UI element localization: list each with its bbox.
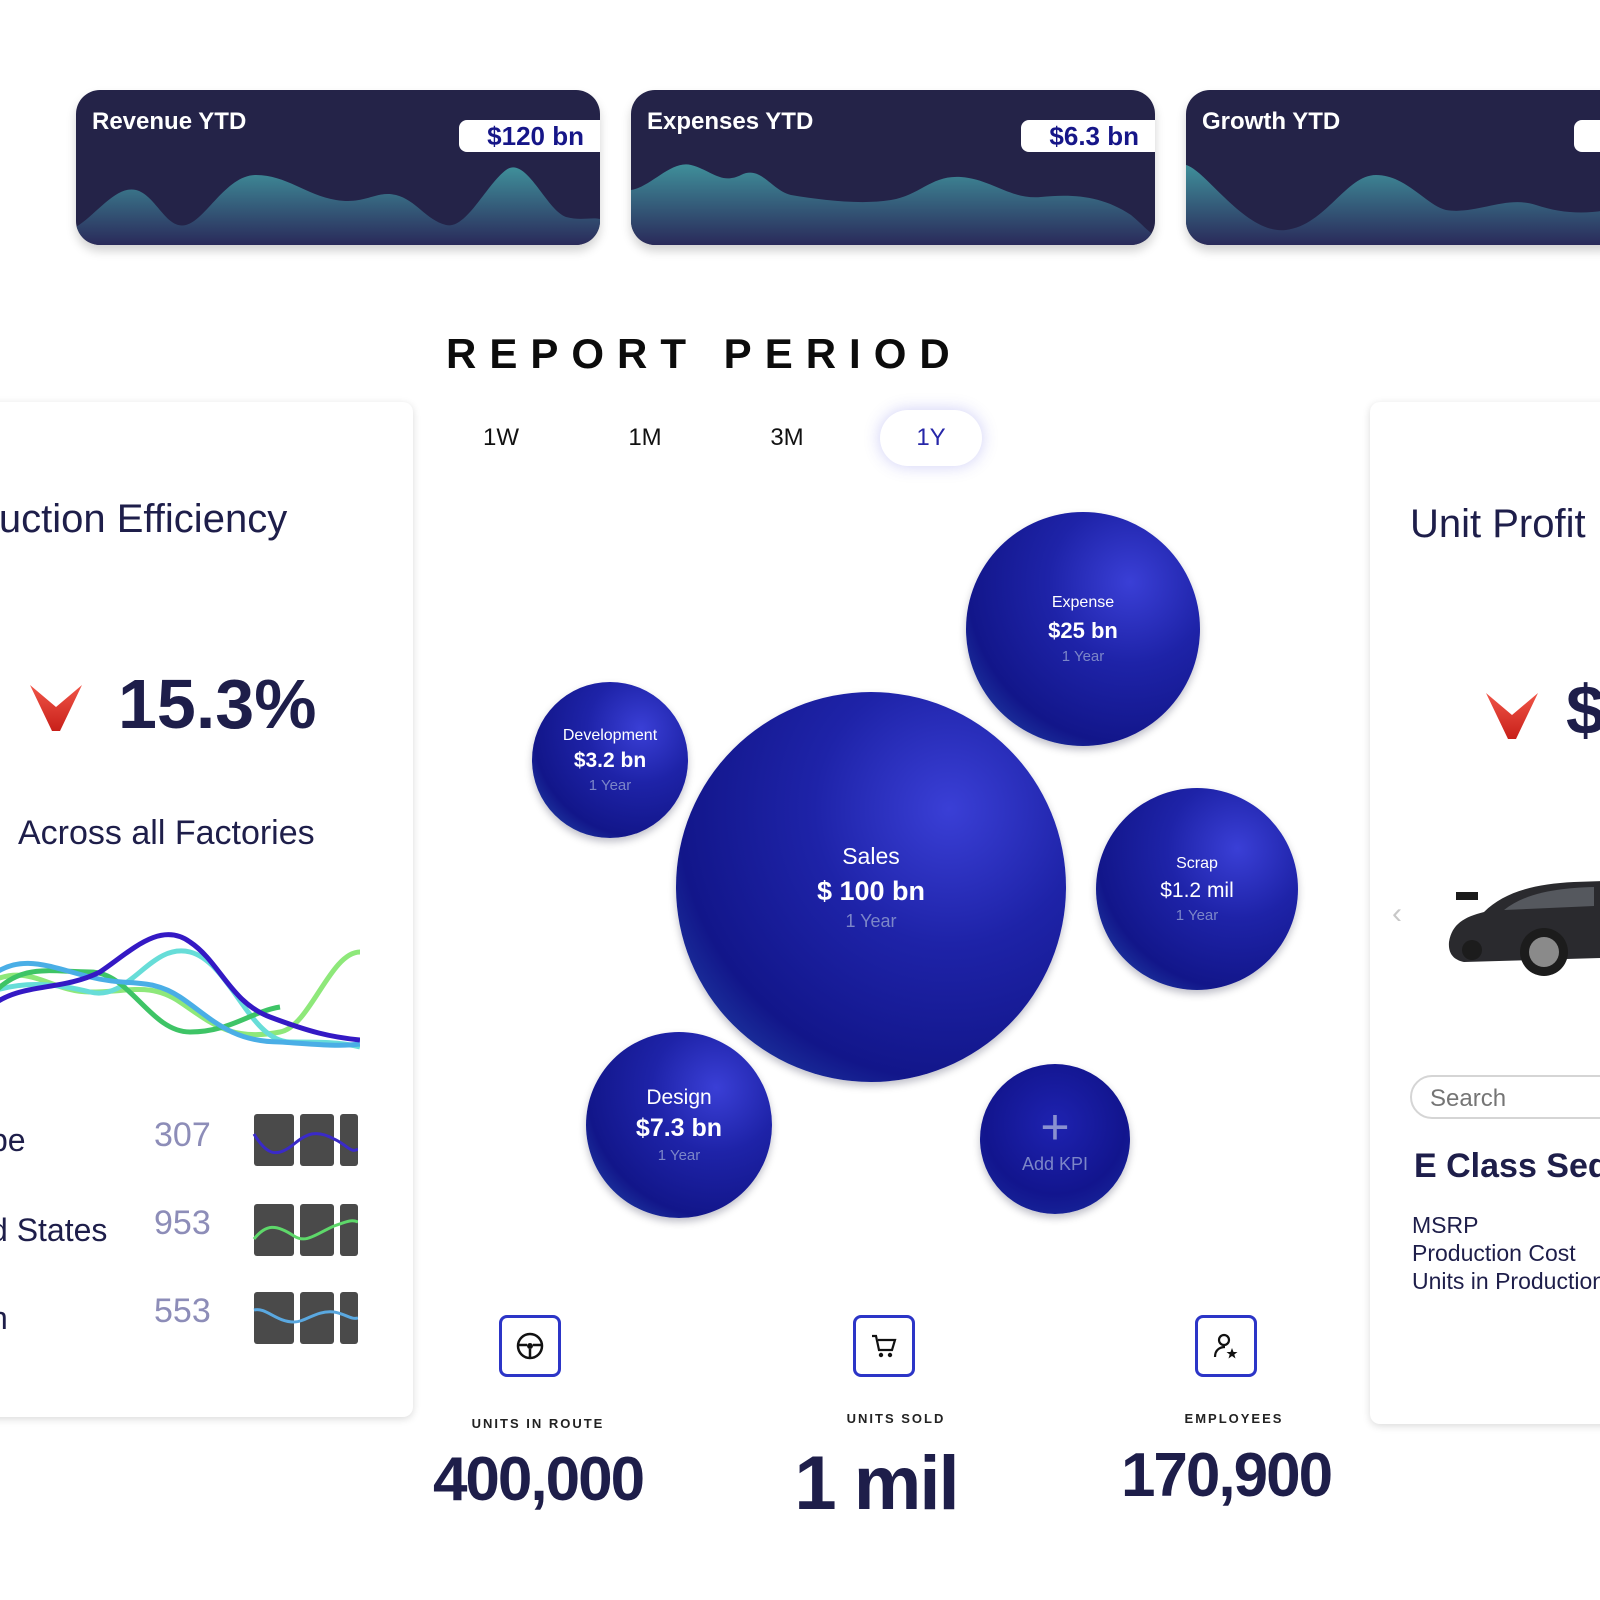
tab-1y[interactable]: 1Y <box>880 410 982 466</box>
bubble-expense[interactable]: Expense $25 bn 1 Year <box>966 512 1200 746</box>
efficiency-title: luction Efficiency <box>0 497 288 541</box>
stat-label-units-sold: UNITS SOLD <box>846 1411 946 1426</box>
kpi-title: Revenue YTD <box>92 108 247 135</box>
shopping-cart-icon <box>853 1315 915 1377</box>
kpi-card-revenue[interactable]: Revenue YTD $120 bn <box>76 90 600 245</box>
tab-1w[interactable]: 1W <box>483 424 519 451</box>
kpi-title: Expenses YTD <box>647 108 814 135</box>
production-efficiency-panel: luction Efficiency 15.3% Across all Fact… <box>0 402 413 1417</box>
bubble-scrap[interactable]: Scrap $1.2 mil 1 Year <box>1096 788 1298 990</box>
region-sparkline <box>253 1292 358 1344</box>
region-value: 307 <box>154 1116 211 1154</box>
tab-1m[interactable]: 1M <box>628 424 662 451</box>
bubble-value: $ 100 bn <box>816 875 926 906</box>
down-arrow-icon <box>1486 693 1538 739</box>
bubble-design[interactable]: Design $7.3 bn 1 Year <box>586 1032 772 1218</box>
kpi-card-growth[interactable]: Growth YTD <box>1186 90 1600 245</box>
region-value: 553 <box>154 1292 211 1330</box>
bubble-sales[interactable]: Sales $ 100 bn 1 Year <box>676 692 1066 1082</box>
bubble-development[interactable]: Development $3.2 bn 1 Year <box>532 682 688 838</box>
tab-3m[interactable]: 3M <box>770 424 804 451</box>
region-name: d States <box>0 1212 108 1248</box>
add-kpi-button[interactable]: + Add KPI <box>980 1064 1130 1214</box>
bubble-period: 1 Year <box>1175 906 1219 924</box>
bubble-value: $1.2 mil <box>1160 878 1234 902</box>
bubble-label: Development <box>562 726 658 744</box>
revenue-sparkline <box>76 167 600 245</box>
kpi-title: Growth YTD <box>1202 108 1341 135</box>
kpi-value-badge <box>1574 120 1600 152</box>
region-sparkline <box>252 1114 358 1166</box>
search-input[interactable] <box>1428 1084 1600 1114</box>
unit-profit-panel: Unit Profit $ ‹ E Class Sed MSRP Product… <box>1370 402 1600 1424</box>
kpi-card-expenses[interactable]: Expenses YTD $6.3 bn <box>631 90 1155 245</box>
bubble-label: Design <box>646 1086 712 1109</box>
search-input-wrapper[interactable] <box>1410 1075 1600 1119</box>
bubble-value: $3.2 bn <box>573 748 647 772</box>
bubble-period: 1 Year <box>845 910 897 931</box>
region-name: n <box>0 1300 8 1337</box>
region-row[interactable]: n 553 <box>0 1292 358 1344</box>
stat-label-units-in-route: UNITS IN ROUTE <box>471 1416 605 1431</box>
down-arrow-icon <box>30 685 82 731</box>
chevron-left-icon[interactable]: ‹ <box>1392 897 1402 930</box>
car-image <box>1448 881 1600 976</box>
region-row[interactable]: d States 953 <box>0 1204 358 1256</box>
kpi-value-badge: $6.3 bn <box>1021 120 1155 152</box>
region-value: 953 <box>154 1204 211 1242</box>
bubble-value: $7.3 bn <box>635 1114 723 1142</box>
bubble-value: $25 bn <box>1048 617 1118 643</box>
stat-value-units-in-route: 400,000 <box>432 1445 645 1514</box>
car-model-name: E Class Sed <box>1414 1147 1600 1185</box>
region-name: pe <box>0 1122 26 1158</box>
kpi-value-badge: $120 bn <box>459 120 600 152</box>
expenses-sparkline <box>631 164 1155 245</box>
bubble-period: 1 Year <box>657 1147 701 1164</box>
steering-wheel-icon <box>499 1315 561 1377</box>
plus-icon: + <box>1040 1098 1070 1155</box>
bubble-period: 1 Year <box>588 776 632 794</box>
efficiency-value: 15.3% <box>118 665 317 743</box>
add-kpi-label: Add KPI <box>1021 1153 1089 1174</box>
bubble-label: Scrap <box>1176 854 1218 872</box>
stat-label-employees: EMPLOYEES <box>1184 1411 1284 1426</box>
bubble-label: Sales <box>842 842 900 869</box>
bubble-period: 1 Year <box>1061 647 1105 665</box>
efficiency-trend-chart <box>0 932 360 1050</box>
detail-msrp: MSRP <box>1412 1212 1479 1238</box>
growth-sparkline <box>1186 165 1600 245</box>
detail-units-in-production: Units in Production <box>1412 1268 1600 1294</box>
employee-star-icon <box>1195 1315 1257 1377</box>
bubble-label: Expense <box>1051 593 1115 611</box>
report-period-title: REPORT PERIOD <box>446 330 963 377</box>
unit-profit-title: Unit Profit <box>1410 502 1586 546</box>
stat-value-units-sold: 1 mil <box>794 1441 959 1526</box>
stat-value-employees: 170,900 <box>1120 1441 1333 1510</box>
efficiency-subtitle: Across all Factories <box>18 814 315 852</box>
region-sparkline <box>252 1204 358 1256</box>
unit-profit-value: $ <box>1566 671 1600 749</box>
detail-production-cost: Production Cost <box>1412 1240 1576 1266</box>
region-row[interactable]: pe 307 <box>0 1114 358 1166</box>
